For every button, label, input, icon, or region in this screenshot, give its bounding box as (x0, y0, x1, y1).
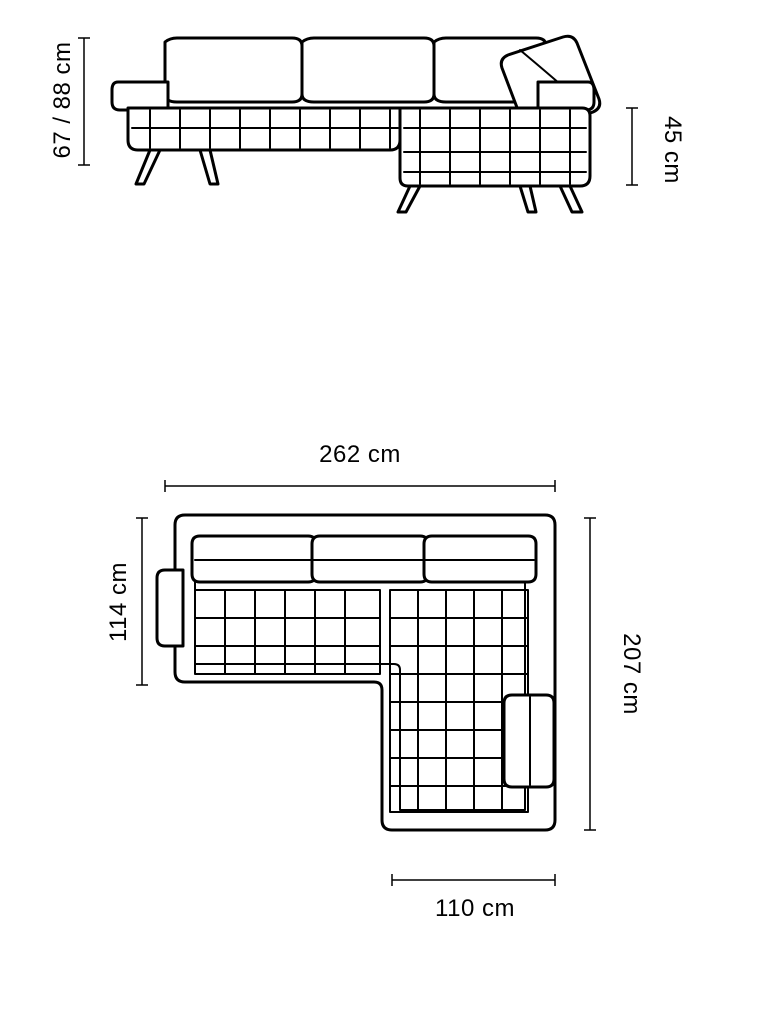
dim-back-height: 67 / 88 cm (49, 38, 90, 165)
dim-width: 262 cm (165, 441, 555, 492)
dim-depth-left: 114 cm (105, 518, 148, 685)
dim-label-depth-right: 207 cm (618, 633, 645, 715)
dim-label-back-height: 67 / 88 cm (49, 41, 76, 158)
front-view: 67 / 88 cm 45 cm (49, 36, 686, 212)
dim-label-chaise-width: 110 cm (435, 895, 515, 922)
dim-depth-right: 207 cm (584, 518, 645, 830)
top-view: 262 cm 114 cm 207 cm 110 cm (105, 441, 645, 922)
svg-canvas: 67 / 88 cm 45 cm (0, 0, 757, 1020)
dim-label-seat-height: 45 cm (659, 116, 686, 184)
dim-seat-height: 45 cm (626, 108, 686, 185)
dim-label-width: 262 cm (319, 441, 401, 468)
dimension-diagram: 67 / 88 cm 45 cm (0, 0, 757, 1020)
dim-chaise-width: 110 cm (392, 874, 555, 922)
dim-label-depth-left: 114 cm (105, 562, 132, 642)
